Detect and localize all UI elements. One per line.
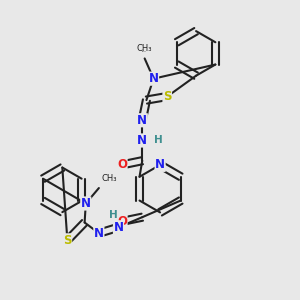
Text: S: S — [63, 234, 72, 247]
Text: O: O — [117, 158, 127, 171]
Text: CH₃: CH₃ — [137, 44, 152, 52]
Text: methyl: methyl — [142, 51, 147, 52]
Text: O: O — [117, 215, 127, 228]
Text: N: N — [94, 227, 104, 240]
Text: N: N — [113, 221, 124, 234]
Text: S: S — [163, 90, 172, 103]
Text: N: N — [155, 158, 165, 171]
Text: N: N — [81, 197, 91, 210]
Text: H: H — [154, 135, 162, 145]
Text: H: H — [109, 209, 118, 220]
Text: N: N — [148, 72, 159, 85]
Text: CH₃: CH₃ — [101, 174, 117, 183]
Text: N: N — [137, 114, 147, 127]
Text: N: N — [137, 134, 147, 147]
